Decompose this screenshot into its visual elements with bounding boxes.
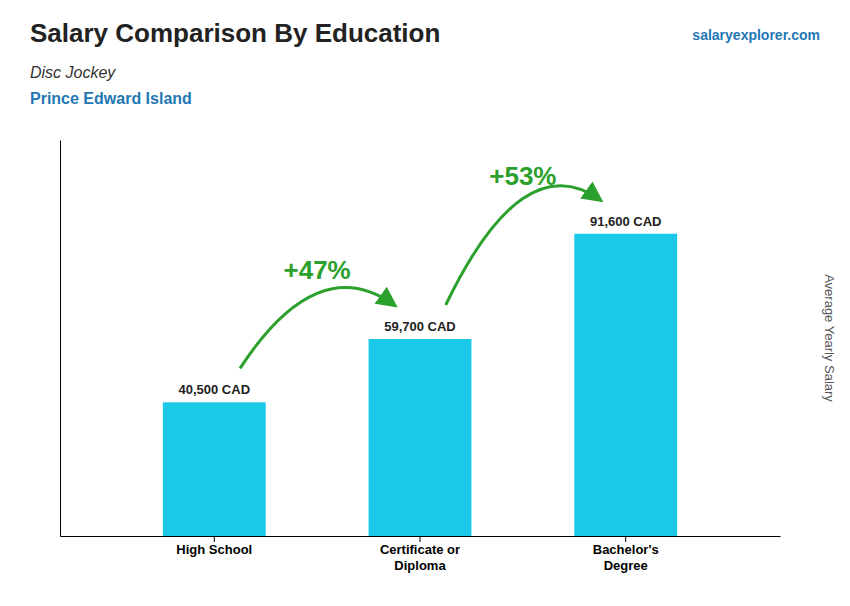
arrow — [446, 186, 600, 305]
pct-label: +47% — [284, 255, 351, 285]
y-axis-title: Average Yearly Salary — [822, 274, 837, 402]
pct-label: +53% — [489, 161, 556, 191]
chart: Salary Comparison By Education Disc Jocke… — [0, 0, 850, 606]
x-tick: Bachelor'sDegree — [593, 536, 659, 573]
y-axis — [60, 141, 61, 537]
title: Salary Comparison By Education — [30, 18, 440, 48]
subtitle: Prince Edward Island — [30, 90, 192, 107]
plot: High School Certificate orDiploma Bachelor… — [61, 141, 781, 573]
data-labels: 40,500 CAD 59,700 CAD 91,600 CAD — [179, 214, 662, 398]
subtitle: Disc Jockey — [30, 64, 116, 81]
x-tick-mark — [625, 536, 626, 542]
x-tick-label: Certificate orDiploma — [380, 542, 460, 573]
x-tick: Certificate orDiploma — [380, 536, 460, 573]
x-tick-label: High School — [176, 542, 252, 557]
bar — [163, 402, 266, 536]
x-tick-mark — [214, 536, 215, 542]
data-label: 40,500 CAD — [179, 382, 251, 397]
data-label: 59,700 CAD — [384, 319, 456, 334]
source: salaryexplorer.com — [692, 27, 820, 43]
x-tick: High School — [176, 536, 252, 557]
bars — [163, 234, 677, 536]
annotations: +47% +53% — [240, 161, 600, 369]
bar — [369, 339, 472, 536]
y-axis-line — [60, 141, 61, 537]
x-axis: High School Certificate orDiploma Bachelor… — [61, 536, 781, 573]
x-tick-mark — [420, 536, 421, 542]
data-label: 91,600 CAD — [590, 214, 662, 229]
arrow — [240, 288, 394, 369]
bar — [574, 234, 677, 536]
x-tick-label: Bachelor'sDegree — [593, 542, 659, 573]
